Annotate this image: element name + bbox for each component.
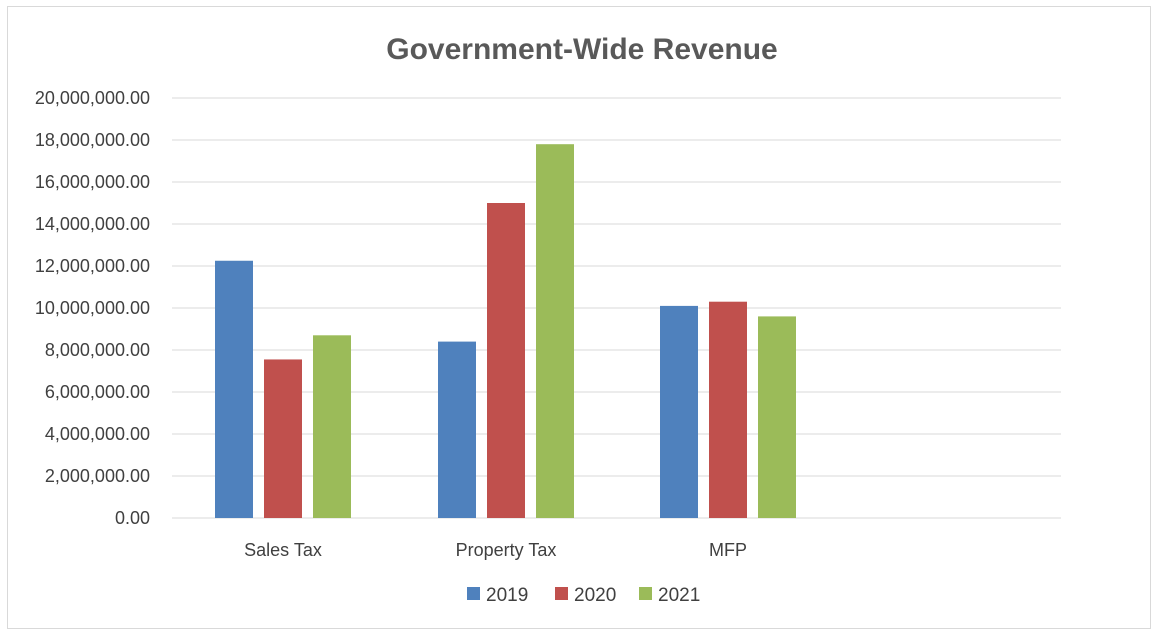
legend-label: 2019	[486, 585, 528, 606]
gridlines	[172, 97, 1061, 519]
bar-2019-2	[660, 305, 698, 518]
bar-2020-1	[487, 203, 525, 518]
y-tick-label: 2,000,000.00	[45, 466, 150, 486]
chart-title: Government-Wide Revenue	[386, 33, 777, 66]
legend-swatch-2020	[555, 587, 568, 600]
y-tick-label: 14,000,000.00	[35, 214, 150, 234]
x-category-label: MFP	[709, 540, 747, 560]
x-category-label: Property Tax	[456, 540, 557, 560]
y-tick-label: 20,000,000.00	[35, 88, 150, 108]
legend-swatch-2021	[639, 587, 652, 600]
legend-swatch-2019	[467, 587, 480, 600]
bar-2019-1	[438, 341, 476, 518]
bar-2021-2	[758, 316, 796, 518]
y-tick-label: 10,000,000.00	[35, 298, 150, 318]
x-category-label: Sales Tax	[244, 540, 322, 560]
y-tick-label: 0.00	[115, 508, 150, 528]
y-tick-label: 16,000,000.00	[35, 172, 150, 192]
y-tick-label: 6,000,000.00	[45, 382, 150, 402]
legend-label: 2020	[574, 585, 616, 606]
x-axis-category-labels: Sales Tax Property Tax MFP	[244, 540, 747, 560]
bar-2020-0	[264, 359, 302, 518]
chart-frame	[7, 6, 1151, 629]
y-tick-label: 8,000,000.00	[45, 340, 150, 360]
bar-2020-2	[709, 301, 747, 518]
legend-label: 2021	[658, 585, 700, 606]
bar-2021-0	[313, 335, 351, 518]
bar-2019-0	[215, 260, 253, 518]
y-tick-label: 18,000,000.00	[35, 130, 150, 150]
y-tick-label: 4,000,000.00	[45, 424, 150, 444]
bar-2021-1	[536, 144, 574, 518]
bars	[215, 144, 796, 518]
legend: 2019 2020 2021	[467, 585, 700, 606]
y-axis-tick-labels: 0.00 2,000,000.00 4,000,000.00 6,000,000.00…	[35, 88, 150, 528]
y-tick-label: 12,000,000.00	[35, 256, 150, 276]
